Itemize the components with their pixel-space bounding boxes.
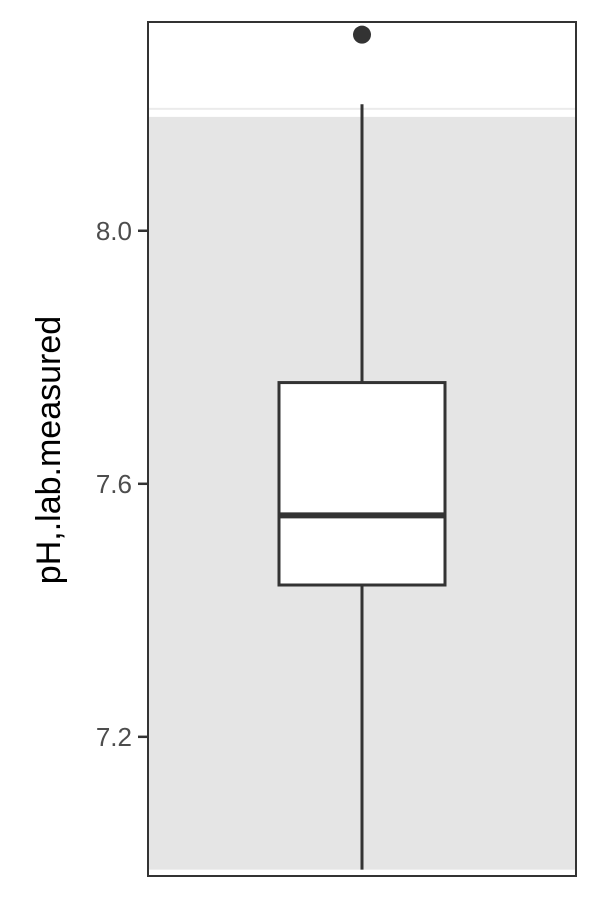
- y-tick-label: 8.0: [96, 216, 132, 246]
- y-tick-label: 7.6: [96, 469, 132, 499]
- y-tick-label: 7.2: [96, 722, 132, 752]
- outlier-point: [353, 25, 371, 44]
- y-axis-title: pH,.lab.measured: [30, 316, 68, 584]
- panel-border: [147, 21, 577, 877]
- plot-layer: 7.2 7.6 8.0: [96, 21, 577, 877]
- iqr-box: [277, 381, 447, 587]
